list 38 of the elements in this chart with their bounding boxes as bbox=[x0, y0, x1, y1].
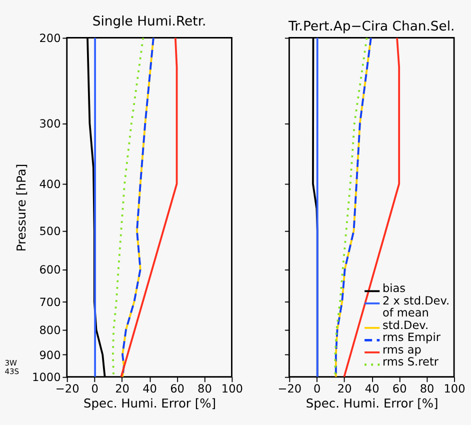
legend-label: rms S.retr bbox=[382, 356, 439, 369]
x-tick-label: 40 bbox=[142, 382, 157, 396]
x-tick-label: 0 bbox=[91, 382, 98, 396]
legend-label: std.Dev. bbox=[382, 318, 429, 332]
y-tick-label: 300 bbox=[39, 117, 61, 130]
x-tick-label: 60 bbox=[170, 382, 184, 396]
line-series bbox=[112, 38, 144, 377]
x-tick-label: 80 bbox=[420, 382, 434, 396]
x-tick-label: 0 bbox=[314, 382, 321, 396]
text: 3W bbox=[4, 358, 18, 368]
text: 43S bbox=[4, 367, 20, 376]
x-tick-label: 80 bbox=[198, 382, 212, 396]
x-tick-label: 20 bbox=[115, 382, 130, 396]
x-tick-label: 100 bbox=[221, 382, 243, 396]
x-tick-label: −20 bbox=[278, 382, 302, 396]
x-tick-label: 100 bbox=[444, 382, 466, 396]
x-tick-label: 40 bbox=[364, 382, 380, 396]
x-tick-label: 20 bbox=[337, 382, 352, 396]
chart-title: Single Humi.Retr. bbox=[92, 14, 206, 30]
y-tick-label: 200 bbox=[39, 32, 61, 45]
y-tick-label: 900 bbox=[39, 348, 61, 362]
line-series bbox=[122, 38, 154, 377]
y-tick-label: 500 bbox=[39, 225, 61, 238]
y-tick-label: 1000 bbox=[32, 371, 61, 384]
legend-label: rms ap bbox=[382, 343, 422, 356]
x-axis-title: Spec. Humi. Error [%] bbox=[306, 396, 438, 410]
y-tick-label: 800 bbox=[39, 324, 61, 338]
y-axis-title: Pressure [hPa] bbox=[14, 164, 28, 252]
legend-label: bias bbox=[382, 282, 406, 296]
x-axis-title: Spec. Humi. Error [%] bbox=[84, 396, 216, 410]
chart-title: Tr.Pert.Ap−Cira Chan.Sel. bbox=[287, 20, 455, 35]
line-series bbox=[120, 38, 178, 377]
x-tick-label: −20 bbox=[55, 382, 80, 396]
y-tick-label: 400 bbox=[39, 178, 61, 192]
legend-label: rms Empir bbox=[382, 331, 441, 344]
y-tick-label: 700 bbox=[39, 296, 61, 309]
x-tick-label: 60 bbox=[392, 382, 407, 396]
y-tick-label: 600 bbox=[39, 263, 61, 276]
